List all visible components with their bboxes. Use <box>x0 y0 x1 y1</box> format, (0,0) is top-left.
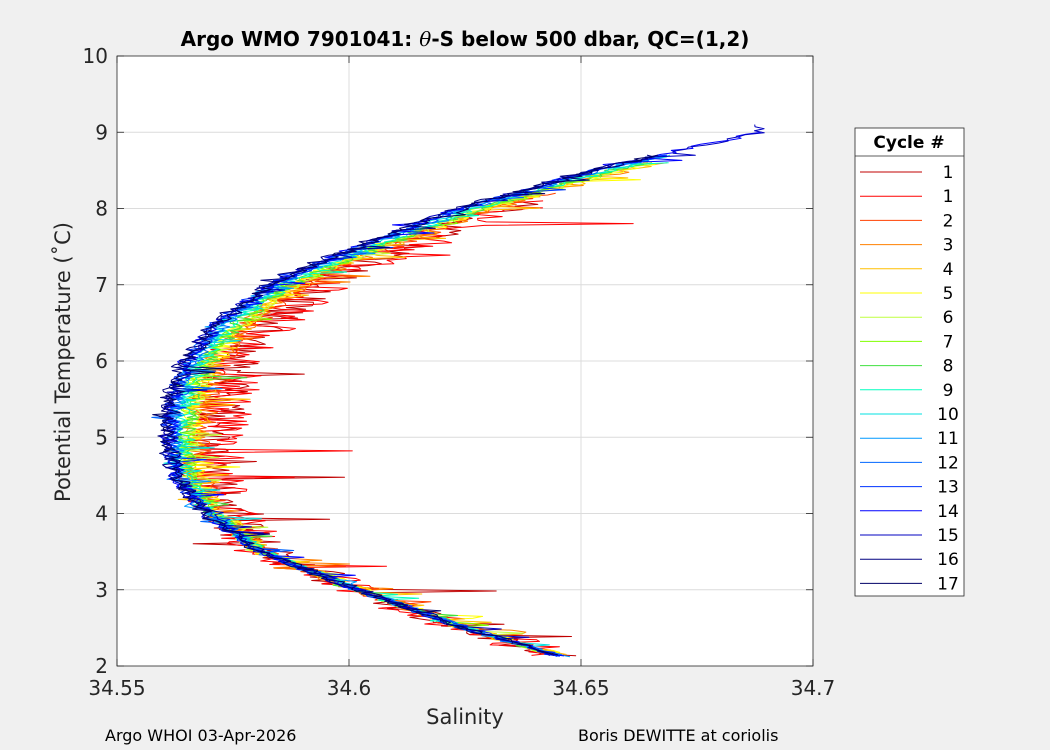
legend-label: 7 <box>943 332 954 352</box>
x-tick-label: 34.6 <box>327 676 372 700</box>
legend-label: 12 <box>937 453 959 473</box>
footer-left: Argo WHOI 03-Apr-2026 <box>105 726 297 745</box>
x-tick-label: 34.55 <box>88 676 145 700</box>
legend-label: 1 <box>943 163 954 183</box>
y-tick-label: 2 <box>95 654 108 678</box>
legend-label: 4 <box>943 260 954 280</box>
legend-title: Cycle # <box>873 133 944 153</box>
chart-title: Argo WMO 7901041: θ-S below 500 dbar, QC… <box>181 27 750 51</box>
y-tick-label: 7 <box>95 273 108 297</box>
legend-label: 16 <box>937 550 959 570</box>
legend-box <box>854 127 965 597</box>
legend-label: 11 <box>937 429 959 449</box>
y-tick-label: 5 <box>95 425 108 449</box>
legend-label: 9 <box>943 381 954 401</box>
chart-title-symbol: θ <box>419 27 431 51</box>
chart-title-prefix: Argo WMO 7901041: <box>181 27 420 51</box>
x-tick-label: 34.7 <box>791 676 836 700</box>
y-tick-label: 3 <box>95 578 108 602</box>
footer-right: Boris DEWITTE at coriolis <box>578 726 779 745</box>
series-line-18 <box>152 154 659 656</box>
y-tick-label: 4 <box>95 502 108 526</box>
legend-label: 15 <box>937 526 959 546</box>
legend-label: 3 <box>943 236 954 256</box>
legend-label: 17 <box>937 574 959 594</box>
y-axis-label: Potential Temperature (˚C) <box>51 222 75 502</box>
x-tick-label: 34.65 <box>552 676 609 700</box>
legend-label: 6 <box>943 308 954 328</box>
legend-label: 13 <box>937 478 959 498</box>
legend-label: 5 <box>943 284 954 304</box>
legend-label: 8 <box>943 357 954 377</box>
legend-label: 10 <box>937 405 959 425</box>
y-tick-label: 8 <box>95 197 108 221</box>
legend-label: 14 <box>937 502 959 522</box>
y-tick-label: 6 <box>95 349 108 373</box>
y-tick-label: 9 <box>95 120 108 144</box>
legend-label: 2 <box>943 211 954 231</box>
chart-title-suffix: -S below 500 dbar, QC=(1,2) <box>431 27 749 51</box>
series-group <box>151 124 765 658</box>
ticks: 34.55 34.6 34.65 34.7 2 3 4 5 6 7 8 9 10 <box>83 44 836 700</box>
y-tick-label: 10 <box>83 44 108 68</box>
legend-label: 1 <box>943 187 954 207</box>
x-axis-label: Salinity <box>426 705 504 729</box>
